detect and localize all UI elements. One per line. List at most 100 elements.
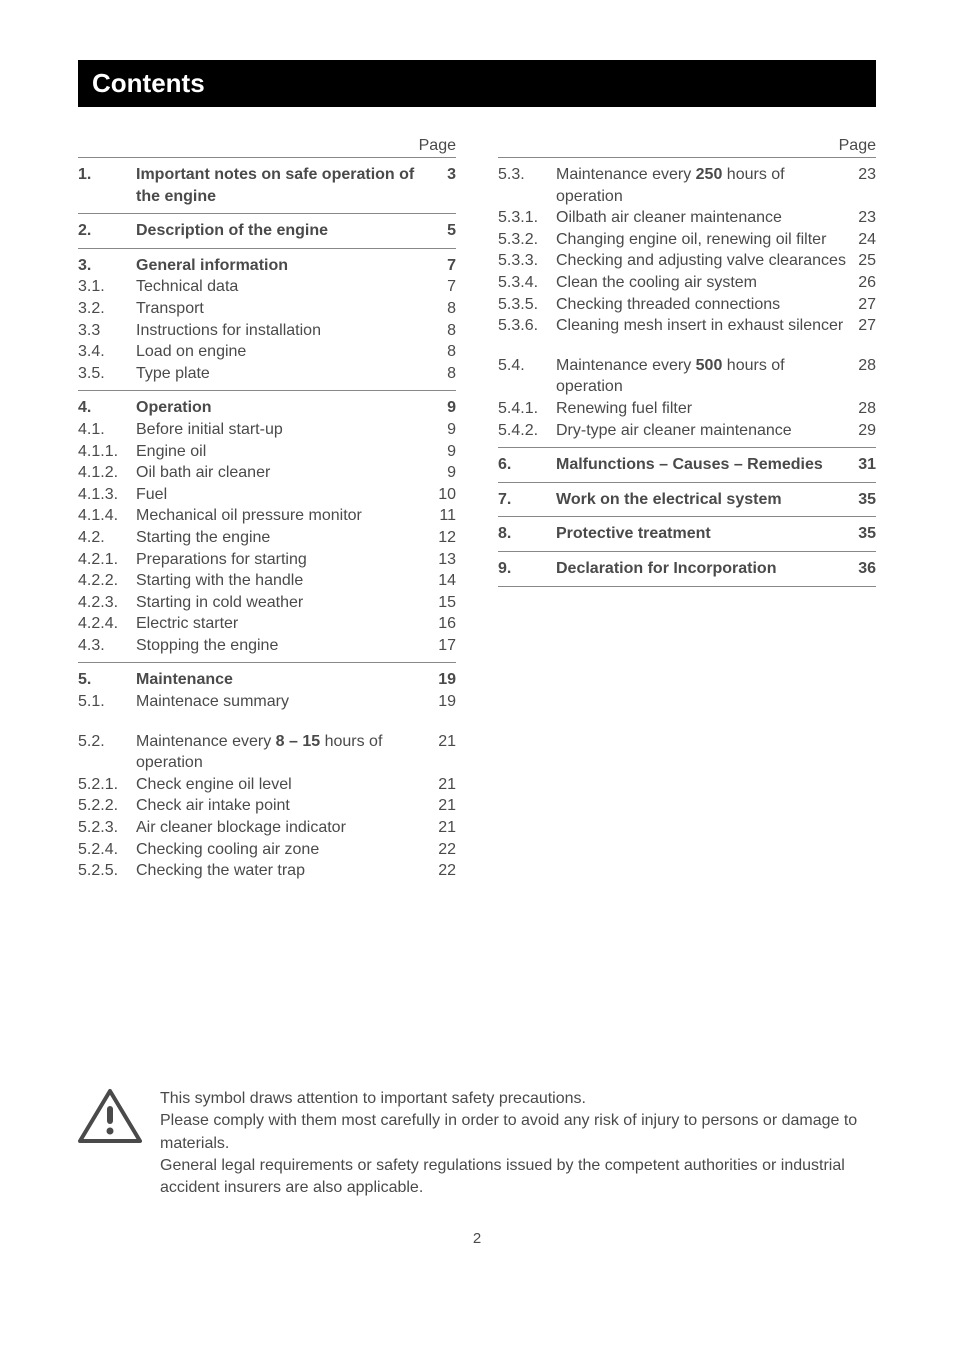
toc-page: 11 (426, 505, 456, 527)
toc-row: 4.2.1.Preparations for starting13 (78, 549, 456, 571)
toc-page: 13 (426, 549, 456, 571)
toc-page: 7 (426, 255, 456, 277)
toc-row: 5.3.4.Clean the cooling air system26 (498, 272, 876, 294)
toc-text: Air cleaner blockage indicator (136, 817, 426, 839)
toc-num: 4.1.1. (78, 441, 136, 463)
toc-row: 8.Protective treatment35 (498, 523, 876, 545)
toc-row: 5.2.1.Check engine oil level21 (78, 774, 456, 796)
toc-right-column: Page 5.3.Maintenance every 250 hours of … (498, 137, 876, 888)
toc-text: Checking and adjusting valve clearances (556, 250, 846, 272)
footnote-text: This symbol draws attention to important… (160, 1088, 876, 1200)
toc-row: 4.Operation9 (78, 397, 456, 419)
toc-text: Before initial start-up (136, 419, 426, 441)
toc-row: 5.2.Maintenance every 8 – 15 hours of op… (78, 731, 456, 774)
toc-num: 5.3.6. (498, 315, 556, 337)
toc-page: 23 (846, 207, 876, 229)
toc-row: 3.General information7 (78, 255, 456, 277)
toc-row: 5.2.2.Check air intake point21 (78, 795, 456, 817)
toc-page: 16 (426, 613, 456, 635)
toc-num: 5.2.5. (78, 860, 136, 882)
toc-page: 17 (426, 635, 456, 657)
toc-row: 5.2.4.Checking cooling air zone22 (78, 839, 456, 861)
toc-text: Renewing fuel filter (556, 398, 846, 420)
toc-page: 21 (426, 774, 456, 796)
toc-row: 4.1.1.Engine oil9 (78, 441, 456, 463)
contents-title: Contents (92, 68, 862, 99)
toc-text: General information (136, 255, 426, 277)
toc-row: 5.3.1.Oilbath air cleaner maintenance23 (498, 207, 876, 229)
toc-text: Operation (136, 397, 426, 419)
toc-page: 35 (846, 489, 876, 511)
toc-text: Malfunctions – Causes – Remedies (556, 454, 846, 476)
toc-num: 5.4.1. (498, 398, 556, 420)
toc-text: Starting the engine (136, 527, 426, 549)
toc-text: Description of the engine (136, 220, 426, 242)
toc-text: Check air intake point (136, 795, 426, 817)
toc-num: 4.2.1. (78, 549, 136, 571)
toc-page: 8 (426, 298, 456, 320)
toc-row: 2.Description of the engine5 (78, 220, 456, 242)
toc-text: Mechanical oil pressure monitor (136, 505, 426, 527)
toc-row: 4.2.3.Starting in cold weather15 (78, 592, 456, 614)
toc-num: 5.2.4. (78, 839, 136, 861)
toc-text: Clean the cooling air system (556, 272, 846, 294)
toc-page: 28 (846, 398, 876, 420)
toc-num: 3. (78, 255, 136, 277)
toc-page: 8 (426, 320, 456, 342)
toc-row: 5.1.Maintenace summary19 (78, 691, 456, 713)
toc-page: 5 (426, 220, 456, 242)
toc-num: 4.1. (78, 419, 136, 441)
toc-text: Maintenance (136, 669, 426, 691)
toc-text: Checking cooling air zone (136, 839, 426, 861)
toc-group: 9.Declaration for Incorporation36 (498, 551, 876, 587)
page-label-right: Page (498, 137, 876, 155)
toc-group: 7.Work on the electrical system35 (498, 482, 876, 517)
toc-num: 3.3 (78, 320, 136, 342)
toc-page: 28 (846, 355, 876, 377)
toc-page: 26 (846, 272, 876, 294)
page-label-left: Page (78, 137, 456, 155)
toc-text: Fuel (136, 484, 426, 506)
toc-text: Instructions for installation (136, 320, 426, 342)
toc-row: 4.2.4.Electric starter16 (78, 613, 456, 635)
toc-num: 4. (78, 397, 136, 419)
toc-num: 5.3.5. (498, 294, 556, 316)
toc-page: 8 (426, 341, 456, 363)
toc-page: 9 (426, 397, 456, 419)
toc-page: 29 (846, 420, 876, 442)
toc-num: 9. (498, 558, 556, 580)
toc-num: 3.2. (78, 298, 136, 320)
toc-row: 7.Work on the electrical system35 (498, 489, 876, 511)
toc-page: 14 (426, 570, 456, 592)
toc-row: 3.1.Technical data7 (78, 276, 456, 298)
toc-text: Protective treatment (556, 523, 846, 545)
toc-text: Transport (136, 298, 426, 320)
toc-text: Electric starter (136, 613, 426, 635)
toc-text: Technical data (136, 276, 426, 298)
toc-row: 4.1.2.Oil bath air cleaner9 (78, 462, 456, 484)
toc-group: 5.3.Maintenance every 250 hours of opera… (498, 157, 876, 343)
toc-row: 4.1.Before initial start-up9 (78, 419, 456, 441)
toc-row: 9.Declaration for Incorporation36 (498, 558, 876, 580)
toc-left-body: 1.Important notes on safe operation of t… (78, 157, 456, 888)
toc-text: Dry-type air cleaner maintenance (556, 420, 846, 442)
toc-group: 2.Description of the engine5 (78, 213, 456, 248)
toc-page: 22 (426, 839, 456, 861)
toc-text: Stopping the engine (136, 635, 426, 657)
toc-page: 21 (426, 731, 456, 753)
toc-row: 4.1.4.Mechanical oil pressure monitor11 (78, 505, 456, 527)
toc-text: Maintenance every 8 – 15 hours of operat… (136, 731, 426, 774)
toc-page: 8 (426, 363, 456, 385)
toc-num: 1. (78, 164, 136, 186)
toc-text: Check engine oil level (136, 774, 426, 796)
toc-text: Starting in cold weather (136, 592, 426, 614)
toc-num: 3.5. (78, 363, 136, 385)
warning-icon (78, 1088, 142, 1144)
toc-num: 4.2.2. (78, 570, 136, 592)
toc-group: 5.4.Maintenance every 500 hours of opera… (498, 343, 876, 447)
toc-left-column: Page 1.Important notes on safe operation… (78, 137, 456, 888)
toc-page: 9 (426, 419, 456, 441)
toc-row: 4.2.2.Starting with the handle14 (78, 570, 456, 592)
toc-right-body: 5.3.Maintenance every 250 hours of opera… (498, 157, 876, 587)
toc-num: 5.3. (498, 164, 556, 186)
